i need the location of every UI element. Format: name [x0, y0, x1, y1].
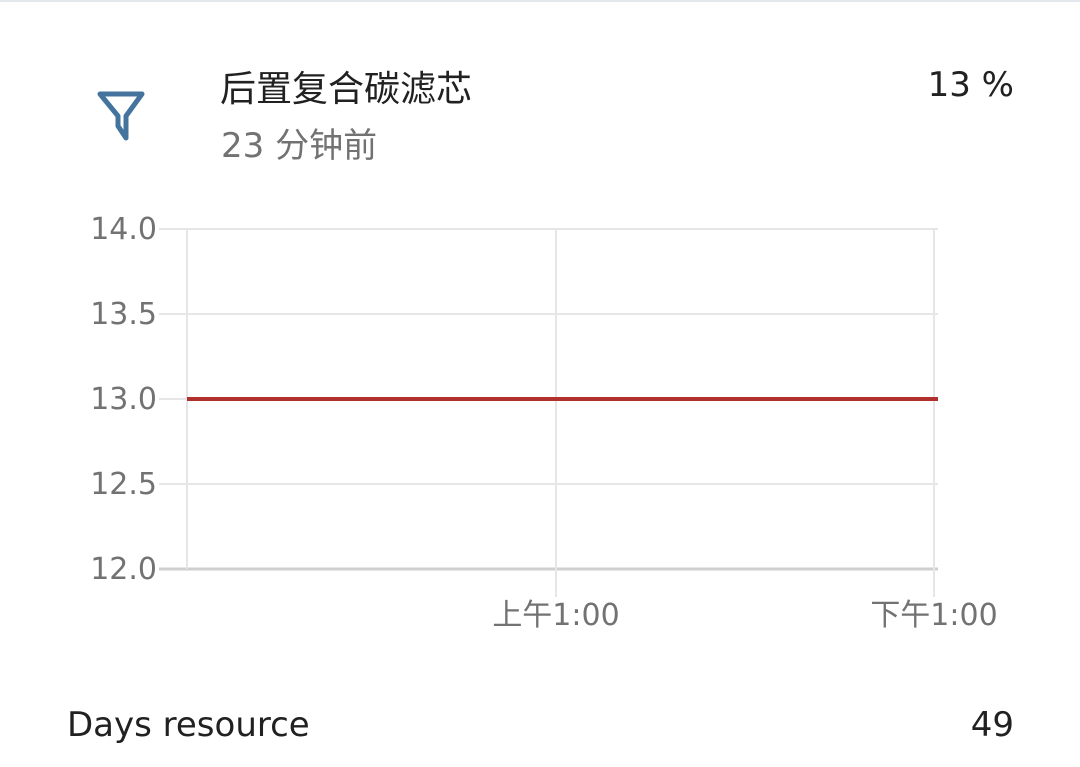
top-divider	[0, 0, 1080, 2]
entity-state-value[interactable]: 13 %	[927, 65, 1014, 105]
chart-grid	[159, 228, 938, 597]
y-tick-label: 13.5	[90, 297, 157, 332]
last-changed-time: 23 分钟前	[221, 126, 378, 166]
y-axis-ticks: 14.0 13.5 13.0 12.5 12.0	[90, 212, 157, 587]
y-tick-label: 13.0	[90, 382, 157, 417]
attribute-label: Days resource	[67, 705, 310, 745]
x-axis-ticks: 上午1:00 下午1:00	[492, 598, 997, 633]
entity-name[interactable]: 后置复合碳滤芯	[220, 69, 473, 110]
y-tick-label: 12.0	[90, 552, 157, 587]
y-tick-label: 14.0	[90, 212, 157, 247]
x-tick-label: 上午1:00	[492, 598, 619, 633]
attribute-row-days-resource: Days resource 49	[67, 702, 1014, 748]
y-tick-label: 12.5	[90, 467, 157, 502]
filter-icon	[97, 91, 145, 141]
attribute-value: 49	[970, 705, 1014, 745]
x-tick-label: 下午1:00	[870, 598, 997, 633]
